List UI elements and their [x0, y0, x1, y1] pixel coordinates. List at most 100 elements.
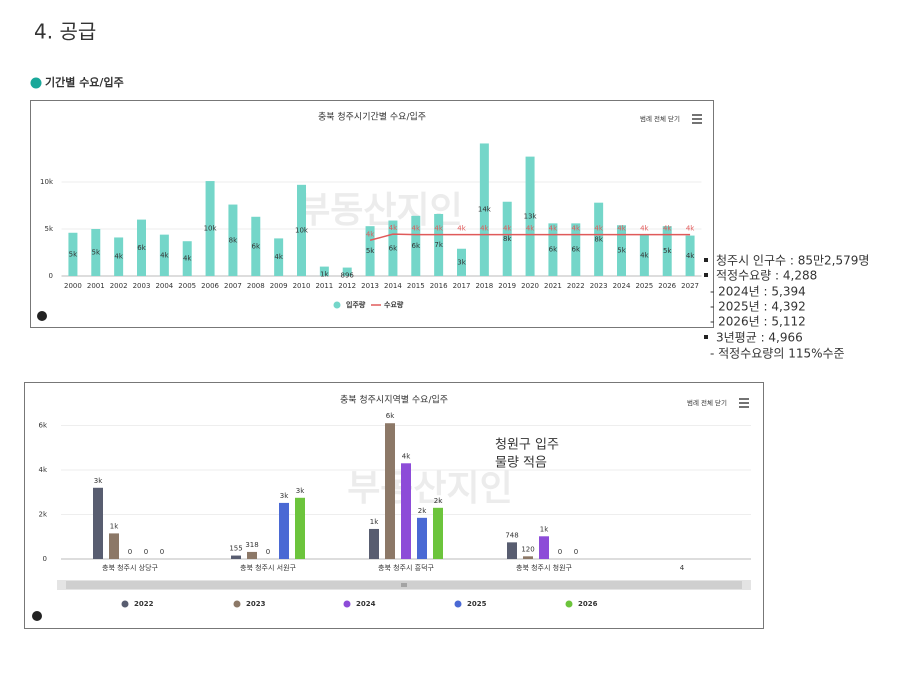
- bar: [417, 517, 427, 559]
- data-label: 8k: [503, 235, 512, 243]
- y-tick-label: 10k: [40, 178, 54, 186]
- bar: [479, 143, 489, 276]
- data-label: 6k: [412, 242, 421, 250]
- annotation: 청원구 입주: [495, 438, 559, 453]
- bar: [388, 220, 398, 276]
- data-label: 4k: [640, 225, 649, 233]
- data-label: 7k: [434, 241, 443, 249]
- bar: [434, 213, 444, 276]
- bar: [369, 528, 379, 559]
- data-label: 4k: [640, 251, 649, 259]
- legend-label[interactable]: 2025: [467, 600, 487, 608]
- data-label: 4k: [617, 225, 626, 233]
- data-label: 4k: [480, 225, 489, 233]
- x-tick-label: 2026: [658, 282, 676, 290]
- note: 적정수요량 : 4,288: [716, 269, 817, 283]
- data-label: 4k: [183, 255, 192, 263]
- x-tick-label: 2012: [338, 282, 356, 290]
- line: [369, 233, 691, 242]
- x-tick-label: 충북 청주시 흥덕구: [378, 563, 435, 572]
- bar: [274, 238, 284, 276]
- data-label: 120: [521, 545, 534, 553]
- legend-label[interactable]: 2026: [578, 600, 598, 608]
- menu-icon[interactable]: [739, 398, 749, 408]
- legend-toggle[interactable]: 범례 전체 닫기: [640, 114, 680, 123]
- page-title: 4. 공급: [34, 20, 96, 44]
- legend-label[interactable]: 수요량: [384, 300, 404, 309]
- logo-icon: [37, 311, 47, 321]
- x-tick-label: 2016: [430, 282, 448, 290]
- bar: [571, 223, 581, 276]
- data-label: 2k: [434, 497, 443, 505]
- x-tick-label: 2014: [384, 282, 402, 290]
- bar: [401, 463, 411, 559]
- x-tick-label: 충북 청주시 서원구: [240, 563, 297, 572]
- bar: [228, 204, 238, 276]
- bar: [548, 223, 558, 276]
- chart-title: 충북 청주시지역별 수요/입주: [340, 394, 448, 406]
- bar: [114, 237, 124, 276]
- x-tick-label: 2013: [361, 282, 379, 290]
- bar: [523, 556, 533, 559]
- data-label: 318: [245, 541, 258, 549]
- legend-toggle[interactable]: 범례 전체 닫기: [687, 398, 727, 407]
- bar: [457, 248, 466, 276]
- x-tick-label: 2025: [635, 282, 653, 290]
- note: 3년평균 : 4,966: [716, 331, 803, 345]
- data-label: 0: [574, 548, 578, 556]
- data-label: 6k: [389, 244, 398, 252]
- data-label: 6k: [137, 244, 146, 252]
- bullet: [704, 258, 708, 262]
- section-title: 기간별 수요/입주: [45, 75, 124, 89]
- legend-marker: [333, 301, 341, 309]
- bar: [594, 202, 604, 276]
- y-tick-label: 6k: [38, 421, 47, 429]
- bar: [68, 232, 78, 276]
- legend-marker: [565, 600, 573, 608]
- bar: [617, 225, 626, 276]
- bar: [385, 423, 395, 559]
- data-label: 4k: [549, 225, 558, 233]
- x-tick-label: 2027: [681, 282, 699, 290]
- bar: [182, 241, 192, 276]
- bar: [433, 507, 443, 559]
- data-label: 4k: [389, 224, 398, 232]
- menu-icon[interactable]: [692, 114, 702, 124]
- bar: [502, 201, 512, 276]
- legend-label[interactable]: 2024: [356, 600, 376, 608]
- x-tick-label: 2006: [201, 282, 219, 290]
- bar: [231, 555, 241, 559]
- x-tick-label: 2024: [613, 282, 631, 290]
- x-tick-label: 2019: [498, 282, 516, 290]
- y-tick-label: 4k: [38, 466, 47, 474]
- bar: [109, 533, 119, 559]
- bar: [525, 156, 535, 276]
- bar: [507, 542, 517, 559]
- data-label: 4k: [594, 225, 603, 233]
- data-label: 6k: [549, 246, 558, 254]
- bar: [247, 551, 257, 559]
- bar: [365, 226, 375, 276]
- legend-label[interactable]: 2022: [134, 600, 154, 608]
- data-label: 1k: [320, 271, 329, 279]
- data-label: 4k: [412, 225, 421, 233]
- y-tick-label: 0: [49, 272, 53, 280]
- data-label: 5k: [663, 247, 672, 255]
- data-label: 896: [341, 272, 355, 280]
- x-tick-label: 2011: [315, 282, 333, 290]
- bar: [297, 184, 306, 276]
- data-label: 4k: [160, 251, 169, 259]
- data-label: 6k: [572, 246, 581, 254]
- legend-label[interactable]: 2023: [246, 600, 266, 608]
- data-label: 4k: [274, 253, 283, 261]
- data-label: 2k: [418, 507, 427, 515]
- x-tick-label: 2008: [247, 282, 265, 290]
- data-label: 0: [266, 548, 270, 556]
- bar: [319, 266, 329, 276]
- legend-label[interactable]: 입주량: [346, 300, 366, 309]
- x-tick-label: 2020: [521, 282, 539, 290]
- data-label: 4k: [402, 452, 411, 460]
- bar: [295, 497, 305, 559]
- bar: [279, 502, 289, 559]
- data-label: 5k: [617, 247, 626, 255]
